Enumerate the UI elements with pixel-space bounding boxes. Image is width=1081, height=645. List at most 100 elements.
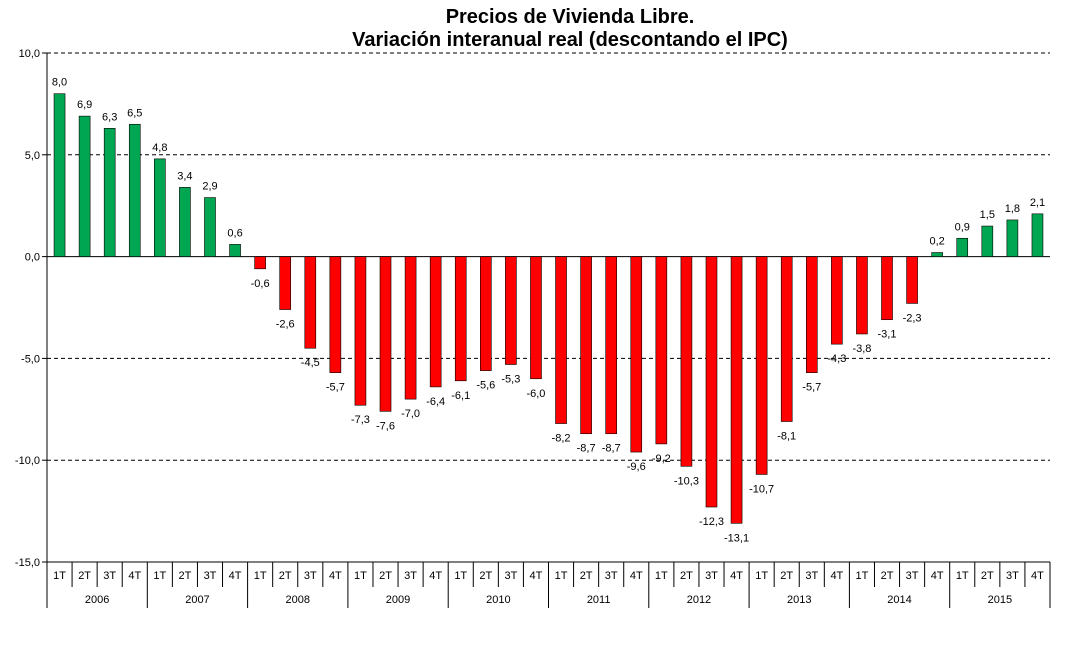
quarter-label: 1T xyxy=(454,570,467,582)
quarter-label: 1T xyxy=(655,570,668,582)
quarter-label: 4T xyxy=(229,570,242,582)
data-label: 6,9 xyxy=(77,99,92,111)
bar xyxy=(630,256,643,453)
year-label: 2015 xyxy=(988,594,1012,606)
data-label: 2,1 xyxy=(1030,197,1045,209)
quarter-label: 1T xyxy=(153,570,166,582)
quarter-label: 2T xyxy=(379,570,392,582)
year-label: 2007 xyxy=(185,594,209,606)
quarter-label: 4T xyxy=(329,570,342,582)
data-label: 1,8 xyxy=(1005,203,1020,215)
quarter-label: 2T xyxy=(680,570,693,582)
bar xyxy=(580,256,592,435)
data-label: -2,3 xyxy=(903,312,922,324)
bar xyxy=(254,256,266,270)
year-label: 2014 xyxy=(887,594,911,606)
data-label: 2,9 xyxy=(202,181,217,193)
quarter-label: 3T xyxy=(605,570,618,582)
data-label: -8,7 xyxy=(577,443,596,455)
y-axis: 10,0 5,0 0,0 -5,0 -10,0 -15,0 xyxy=(15,48,48,569)
y-tick-label: -15,0 xyxy=(15,557,40,569)
bar xyxy=(856,256,868,335)
bar xyxy=(931,252,943,257)
data-label: -6,4 xyxy=(426,396,445,408)
quarter-label: 4T xyxy=(730,570,743,582)
bar xyxy=(204,197,216,257)
quarter-label: 2T xyxy=(279,570,292,582)
quarter-label: 3T xyxy=(304,570,317,582)
bar xyxy=(956,237,969,257)
data-label: -9,6 xyxy=(627,461,646,473)
data-label: -2,6 xyxy=(276,319,295,331)
quarter-label: 3T xyxy=(906,570,919,582)
bar xyxy=(530,256,542,380)
quarter-label: 2T xyxy=(580,570,593,582)
quarter-label: 4T xyxy=(1031,570,1044,582)
quarter-label: 3T xyxy=(204,570,217,582)
quarter-label: 2T xyxy=(981,570,994,582)
data-label: -12,3 xyxy=(699,516,724,528)
bar xyxy=(1006,219,1019,257)
quarter-label: 3T xyxy=(103,570,116,582)
data-label: 3,4 xyxy=(177,170,192,182)
data-label: -9,2 xyxy=(652,453,671,465)
chart-subtitle: Variación interanual real (descontando e… xyxy=(352,29,788,51)
data-label: -4,3 xyxy=(827,353,846,365)
year-label: 2010 xyxy=(486,594,510,606)
quarter-label: 2T xyxy=(78,570,91,582)
data-label: -7,3 xyxy=(351,414,370,426)
data-label: -10,7 xyxy=(749,483,774,495)
chart-title: Precios de Vivienda Libre. xyxy=(445,6,695,28)
quarter-label: 4T xyxy=(128,570,141,582)
quarter-label: 1T xyxy=(354,570,367,582)
data-label: -8,2 xyxy=(552,433,571,445)
data-label: -13,1 xyxy=(724,532,749,544)
bar xyxy=(354,256,367,406)
quarter-label: 4T xyxy=(830,570,843,582)
bar xyxy=(279,256,292,310)
bar xyxy=(780,256,793,422)
quarter-label: 4T xyxy=(429,570,442,582)
year-label: 2009 xyxy=(386,594,410,606)
quarter-label: 3T xyxy=(1006,570,1019,582)
quarter-label: 2T xyxy=(178,570,191,582)
quarter-label: 1T xyxy=(254,570,267,582)
bar xyxy=(881,256,893,321)
year-label: 2008 xyxy=(286,594,310,606)
y-tick-label: -5,0 xyxy=(21,353,40,365)
bar xyxy=(680,256,693,467)
y-tick-label: -10,0 xyxy=(15,455,40,467)
data-label: 0,9 xyxy=(955,221,970,233)
data-label: 6,5 xyxy=(127,107,142,119)
quarter-label: 1T xyxy=(555,570,568,582)
quarter-label: 1T xyxy=(856,570,869,582)
bar xyxy=(705,256,718,508)
bar xyxy=(555,256,567,424)
bar xyxy=(379,256,392,412)
y-tick-label: 0,0 xyxy=(25,252,40,264)
bar xyxy=(981,225,994,257)
bar xyxy=(78,115,91,257)
y-tick-label: 5,0 xyxy=(25,150,40,162)
data-label: -5,7 xyxy=(802,382,821,394)
bar xyxy=(755,256,768,475)
quarter-label: 3T xyxy=(705,570,718,582)
bar xyxy=(429,256,442,388)
bar xyxy=(831,256,843,345)
bar xyxy=(505,256,517,365)
quarter-label: 4T xyxy=(530,570,543,582)
data-label: -6,1 xyxy=(451,390,470,402)
bar xyxy=(480,256,492,371)
quarter-label: 1T xyxy=(53,570,66,582)
bar xyxy=(1031,213,1044,257)
data-label: -5,6 xyxy=(476,380,495,392)
bar xyxy=(128,123,141,257)
data-label: 0,2 xyxy=(930,236,945,248)
bar xyxy=(229,244,241,257)
data-label: -0,6 xyxy=(251,278,270,290)
bar xyxy=(103,128,116,257)
bar xyxy=(329,256,342,373)
data-label: -3,8 xyxy=(852,343,871,355)
year-label: 2011 xyxy=(587,594,611,606)
quarter-label: 4T xyxy=(630,570,643,582)
